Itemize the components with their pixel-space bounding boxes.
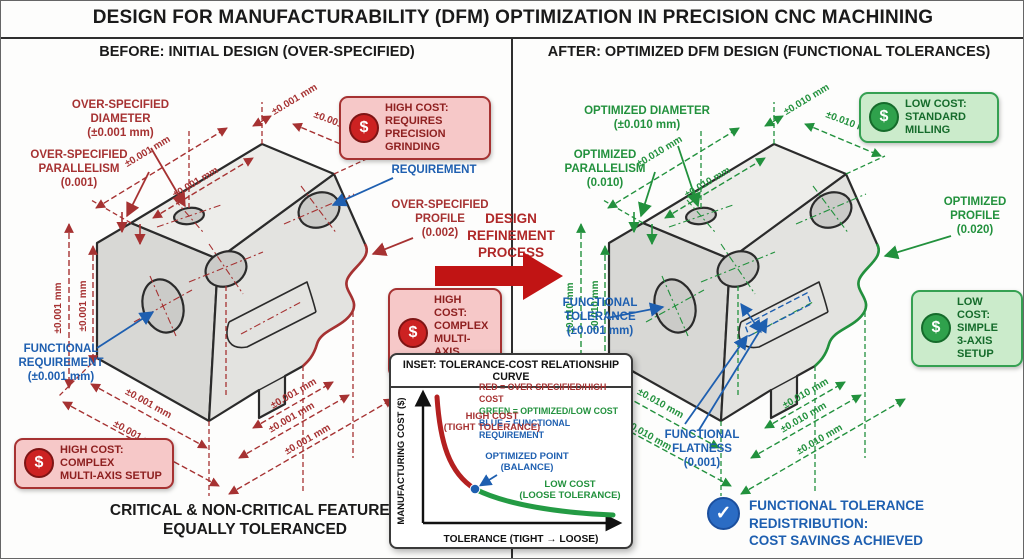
before-footnote: CRITICAL & NON-CRITICAL FEATURES EQUALLY… — [109, 502, 401, 538]
after-footnote-label: FUNCTIONAL TOLERANCE REDISTRIBUTION: COS… — [749, 498, 924, 549]
after-block-svg: ±0.010 mm ±0.010 mm ±0.010 mm ±0.010 mm … — [565, 82, 906, 496]
badge-standard-milling: $ LOW COST: STANDARD MILLING — [859, 92, 999, 143]
label-high-cost: HIGH COST (TIGHT TOLERANCE) — [443, 411, 541, 434]
badge-standard-milling-label: LOW COST: STANDARD MILLING — [905, 98, 967, 136]
dollar-icon: $ — [398, 317, 428, 348]
dim-label: ±0.010 mm — [590, 280, 601, 331]
callout-optimized-profile: OPTIMIZED PROFILE (0.020) — [943, 196, 1007, 237]
profile-wave-highlight — [302, 243, 368, 367]
badge-precision-grinding-label: HIGH COST: REQUIRES PRECISION GRINDING — [385, 102, 449, 153]
high-cost-curve — [434, 394, 478, 492]
legend-blue: BLUE = FUNCTIONAL REQUIREMENT — [479, 417, 570, 440]
dollar-icon: $ — [921, 313, 951, 344]
panel-after: AFTER: OPTIMIZED DFM DESIGN (FUNCTIONAL … — [513, 1, 1023, 558]
callout-over-specified-profile: OVER-SPECIFIED PROFILE (0.002) — [391, 199, 489, 240]
before-block-holder: ±0.001 mm ±0.001 mm ±0.001 mm ±0.001 mm … — [1, 66, 513, 536]
badge-3-axis-label: LOW COST: SIMPLE 3-AXIS SETUP — [957, 296, 998, 360]
y-axis-label: MANUFACTURING COST ($) — [396, 397, 407, 524]
flatness-leader-arrow-1 — [684, 334, 748, 425]
dimension-lines — [574, 115, 906, 495]
dim-label: ±0.010 mm — [565, 282, 576, 333]
optimized-point-marker — [469, 483, 481, 495]
badge-precision-grinding: $ HIGH COST: REQUIRES PRECISION GRINDING — [339, 96, 491, 160]
legend-green: GREEN = OPTIMIZED/LOW COST — [479, 405, 619, 416]
block-pocket-edge — [226, 311, 317, 349]
after-header: AFTER: OPTIMIZED DFM DESIGN (FUNCTIONAL … — [547, 44, 991, 60]
inset-chart: INSET: TOLERANCE-COST RELATIONSHIP CURVE… — [389, 353, 633, 549]
page-title: DESIGN FOR MANUFACTURABILITY (DFM) OPTIM… — [92, 7, 934, 28]
diameter-leader-arrow — [150, 147, 186, 208]
design-refinement-label: DESIGN REFINEMENT PROCESS — [467, 211, 555, 260]
diameter-leader-arrow — [677, 145, 701, 208]
functional-tolerance-leader-arrow — [606, 302, 665, 319]
label-optimized-point: OPTIMIZED POINT (BALANCE) — [485, 451, 569, 474]
legend-red: RED = OVER-SPECIFIED/HIGH COST — [479, 382, 607, 404]
profile-wave-highlight — [814, 243, 880, 367]
callout-optimized-parallelism: OPTIMIZED PARALLELISM (0.010) — [564, 149, 646, 190]
title-rule — [1, 37, 1023, 39]
profile-leader-arrow — [371, 237, 414, 256]
dollar-icon: $ — [869, 102, 899, 133]
parallelism-arrows — [628, 212, 658, 246]
dollar-icon: $ — [349, 112, 379, 143]
dim-label: ±0.001 mm — [78, 280, 89, 331]
functional-requirement-side-leader-arrow — [96, 311, 155, 349]
check-icon: ✓ — [707, 497, 740, 530]
block-pocket-top — [228, 281, 317, 323]
flatness-leader-arrow-2 — [698, 317, 768, 431]
badge-multi-axis-setup-bottom: $ HIGH COST: COMPLEX MULTI-AXIS SETUP — [14, 438, 174, 489]
callout-over-specified-parallelism: OVER-SPECIFIED PARALLELISM (0.001) — [30, 149, 128, 190]
dimension-lines — [62, 115, 394, 495]
flatness-zone-arrow — [740, 302, 762, 334]
after-footnote: ✓ FUNCTIONAL TOLERANCE REDISTRIBUTION: C… — [707, 497, 1021, 550]
before-block-svg: ±0.001 mm ±0.001 mm ±0.001 mm ±0.001 mm … — [53, 82, 394, 496]
x-axis-label: TOLERANCE (TIGHT → LOOSE) — [444, 534, 599, 545]
optimized-point-arrow — [478, 474, 498, 487]
flatness-datum-outline — [744, 292, 812, 337]
callout-over-specified-diameter: OVER-SPECIFIED DIAMETER (±0.001 mm) — [71, 99, 170, 140]
callout-functional-tolerance: FUNCTIONAL TOLERANCE (±0.001 mm) — [562, 297, 638, 338]
parallelism-arrows — [116, 212, 146, 246]
inset-legend: RED = OVER-SPECIFIED/HIGH COST GREEN = O… — [479, 382, 631, 441]
block-pocket-top — [740, 281, 829, 323]
low-cost-curve — [472, 486, 616, 518]
profile-leader-arrow — [883, 235, 952, 260]
callout-optimized-diameter: OPTIMIZED DIAMETER (±0.010 mm) — [584, 105, 710, 132]
dim-label: ±0.001 mm — [53, 282, 64, 333]
label-low-cost: LOW COST (LOOSE TOLERANCE) — [519, 479, 621, 502]
badge-multi-axis-bottom-label: HIGH COST: COMPLEX MULTI-AXIS SETUP — [60, 444, 162, 482]
dollar-icon: $ — [24, 448, 54, 479]
panel-divider — [511, 39, 513, 558]
callout-functional-flatness: FUNCTIONAL FLATNESS (0.001) — [664, 429, 740, 470]
before-header: BEFORE: INITIAL DESIGN (OVER-SPECIFIED) — [99, 44, 415, 60]
callout-functional-requirement-side: FUNCTIONAL REQUIREMENT (±0.001 mm) — [18, 343, 104, 384]
badge-3-axis-setup: $ LOW COST: SIMPLE 3-AXIS SETUP — [911, 290, 1023, 367]
tolerance-cost-plot: MANUFACTURING COST ($) TOLERANCE (TIGHT … — [396, 389, 623, 545]
functional-requirement-leader-arrow — [331, 177, 394, 207]
refinement-arrow-icon — [435, 252, 563, 300]
hole-centerlines — [133, 185, 355, 337]
inset-title: INSET: TOLERANCE-COST RELATIONSHIP CURVE — [391, 355, 631, 388]
after-block-holder: ±0.010 mm ±0.010 mm ±0.010 mm ±0.010 mm … — [513, 66, 1023, 536]
